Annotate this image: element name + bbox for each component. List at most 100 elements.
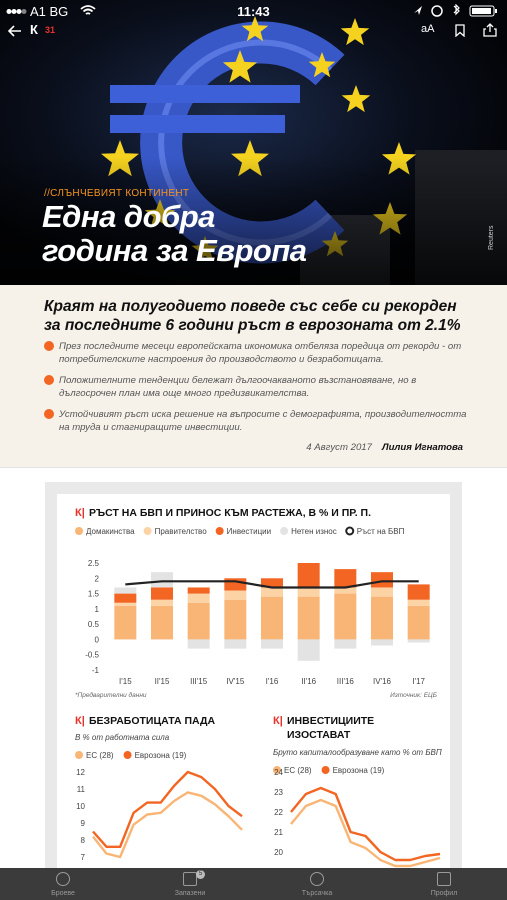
- bar-segment: [224, 590, 247, 600]
- tab-icon: [183, 872, 197, 886]
- tab-icon: [56, 872, 70, 886]
- legend-marker: [280, 527, 289, 535]
- bar-segment: [224, 599, 247, 640]
- infographic-card: [57, 494, 450, 874]
- y-tick-label: 20: [274, 848, 283, 857]
- bar-segment: [224, 639, 247, 649]
- bar-segment: [114, 593, 137, 603]
- bar-segment: [151, 599, 173, 606]
- bar-segment: [334, 587, 357, 594]
- bullet-icon: [44, 409, 54, 419]
- legend-marker: [143, 527, 152, 535]
- bar-segment: [407, 605, 430, 640]
- back-button[interactable]: [8, 25, 22, 37]
- y-tick-label: 2: [95, 574, 100, 583]
- legend-label: Еврозона (19): [333, 766, 385, 775]
- series-line: [290, 798, 441, 868]
- legend-marker: [215, 527, 224, 535]
- tab-icon: [437, 872, 451, 886]
- y-tick-label: 23: [274, 788, 283, 797]
- chart: К| БЕЗРАБОТИЦАТА ПАДА В % от работната сил…: [75, 715, 243, 862]
- y-tick-label: 10: [76, 802, 85, 811]
- bar-segment: [334, 569, 357, 588]
- article-lead: Краят на полугодието поведе със себе си …: [0, 285, 507, 467]
- chart-logo: К|: [75, 507, 85, 519]
- tab-label: Търсачка: [301, 890, 333, 897]
- bar-segment: [151, 605, 173, 640]
- hero-image: [0, 0, 507, 285]
- y-tick-label: 0.5: [88, 620, 100, 629]
- legend-marker: [123, 751, 132, 759]
- bar-segment: [261, 578, 283, 588]
- toolbar: К 31 aA: [0, 22, 507, 42]
- tab-icon: [310, 872, 324, 886]
- y-tick-label: 11: [77, 785, 86, 794]
- y-tick-label: -1: [92, 666, 100, 675]
- bar-segment: [407, 584, 430, 600]
- series-line: [92, 791, 243, 859]
- y-tick-label: 2.5: [88, 559, 100, 568]
- chart-source: Източник: ЕЦБ: [390, 692, 437, 699]
- issue-number: 31: [45, 25, 56, 35]
- chart: К| РЪСТ НА БВП И ПРИНОС КЪМ РАСТЕЖА, В % …: [75, 507, 437, 699]
- x-tick-label: III'16: [337, 677, 355, 686]
- x-tick-label: II'15: [155, 677, 170, 686]
- y-tick-label: 22: [274, 808, 283, 817]
- y-tick-label: 12: [76, 768, 85, 777]
- share-button[interactable]: [483, 23, 497, 37]
- bullet-text: Положителните тенденции бележат дългооча…: [59, 375, 417, 399]
- x-tick-label: II'16: [301, 677, 316, 686]
- bar-segment: [407, 599, 430, 606]
- bar-segment: [297, 587, 320, 597]
- bar-segment: [371, 596, 393, 640]
- x-tick-label: I'16: [266, 677, 279, 686]
- tab-label: Броеве: [51, 890, 75, 897]
- bar-segment: [261, 639, 283, 649]
- bar-segment: [187, 587, 210, 594]
- bar-segment: [261, 587, 283, 597]
- tab-label: Запазени: [174, 890, 206, 897]
- chart-logo: К|: [75, 715, 85, 727]
- series-line: [290, 786, 441, 862]
- bar-segment: [224, 578, 247, 591]
- bar-segment: [151, 587, 173, 600]
- lead-headline: Краят на полугодието поведе със себе си …: [44, 298, 461, 334]
- bar-segment: [187, 639, 210, 649]
- clock: 11:43: [237, 4, 270, 19]
- chart-logo: К|: [273, 715, 283, 727]
- legend-label: Домакинства: [86, 527, 135, 536]
- bar-segment: [114, 587, 137, 594]
- legend-marker: [75, 527, 83, 535]
- bullet: Устойчивият ръст иска решение на въпроси…: [44, 408, 469, 434]
- chart-title: РЪСТ НА БВП И ПРИНОС КЪМ РАСТЕЖА, В % И …: [89, 507, 371, 519]
- legend-marker: [75, 751, 83, 759]
- status-icons: [414, 4, 497, 17]
- tab-bar: Броеве Запазени 5 Търсачка Профил: [0, 868, 507, 900]
- font-size-button[interactable]: aA: [421, 23, 435, 35]
- bullet-icon: [44, 375, 54, 385]
- bookmark-button[interactable]: [455, 24, 465, 37]
- bar-segment: [151, 572, 173, 588]
- logo[interactable]: К: [30, 22, 38, 37]
- chart-note: *Предварителни данни: [75, 691, 147, 699]
- photo-shade: [0, 0, 507, 285]
- wifi-icon: [80, 5, 96, 15]
- author: Лилия Игнатова: [381, 442, 463, 453]
- bar-segment: [334, 639, 357, 649]
- legend-label: Еврозона (19): [135, 751, 187, 760]
- legend-label: Нетен износ: [291, 527, 337, 536]
- legend-marker: [345, 526, 355, 536]
- bar-segment: [371, 639, 393, 646]
- chart-title: БЕЗРАБОТИЦАТА ПАДА: [89, 715, 215, 727]
- tab-label: Профил: [430, 890, 458, 897]
- y-tick-label: 24: [274, 768, 283, 777]
- carrier: A1 BG: [30, 4, 69, 19]
- bullet-icon: [44, 341, 54, 351]
- legend-marker: [321, 766, 330, 774]
- legend-label: Ръст на БВП: [357, 527, 405, 536]
- bullet: Положителните тенденции бележат дългооча…: [44, 374, 469, 400]
- title-line: година за Европа: [42, 233, 307, 268]
- x-tick-label: IV'16: [373, 677, 392, 686]
- y-tick-label: 21: [274, 828, 283, 837]
